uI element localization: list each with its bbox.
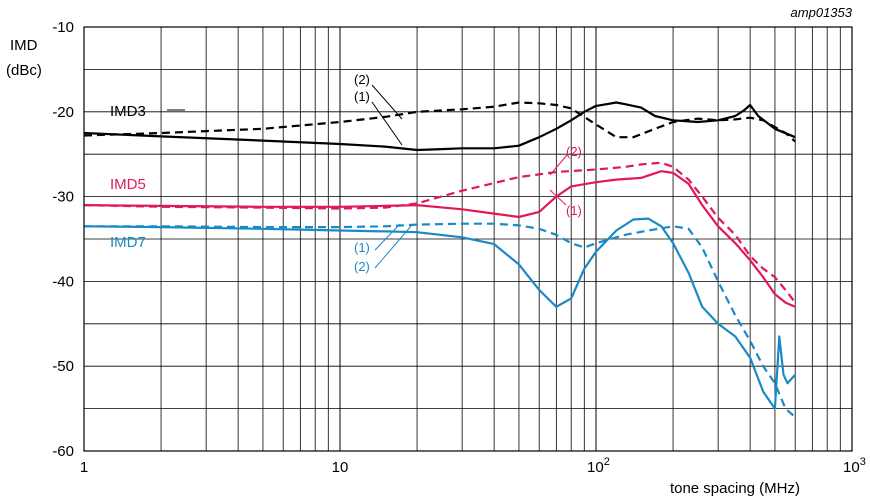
y-axis-label-line1: IMD (10, 37, 38, 54)
series-imd3-2-line (83, 101, 796, 143)
imd5-marker-1: (1) (566, 203, 582, 218)
y-tick-labels: -60 -50 -40 -30 -20 -10 (52, 19, 74, 460)
series-label-imd3: IMD3 (110, 103, 146, 120)
series-label-imd7: IMD7 (110, 234, 146, 251)
imd3-leader-1 (371, 101, 403, 146)
x-tick-label: 10 (332, 459, 349, 476)
imd7-marker-2: (2) (354, 259, 370, 274)
y-tick-label: -40 (52, 273, 74, 290)
y-tick-label: -30 (52, 189, 74, 206)
imd5-leader-2 (549, 154, 568, 176)
imd7-leader-2 (374, 224, 413, 269)
series-imd7-2-line (84, 222, 796, 418)
imd7-marker-1: (1) (354, 240, 370, 255)
series-label-imd5: IMD5 (110, 176, 146, 193)
imd3-marker-2: (2) (354, 72, 370, 87)
y-tick-label: -50 (52, 358, 74, 375)
x-tick-label: 1 (80, 459, 88, 476)
imd5-marker-2: (2) (566, 144, 582, 159)
imd3-leader-2 (371, 84, 403, 120)
curves (83, 101, 797, 418)
y-tick-label: -10 (52, 19, 74, 36)
y-tick-label: -20 (52, 104, 74, 121)
series-imd7-1-line (83, 217, 797, 410)
imd5-leader-1 (549, 189, 567, 206)
y-axis-label-line2: (dBc) (6, 62, 42, 79)
x-tick-label: 102 (587, 456, 610, 476)
figure-code: amp01353 (791, 5, 853, 20)
x-tick-labels: 1 10 102 103 (80, 456, 866, 476)
imd7-leader-1 (374, 223, 401, 251)
y-tick-label: -60 (52, 443, 74, 460)
imd3-marker-1: (1) (354, 89, 370, 104)
x-axis-label: tone spacing (MHz) (670, 480, 800, 497)
series-imd5-2-line (83, 161, 797, 304)
x-tick-label: 103 (843, 456, 866, 476)
series-imd3-1-line (83, 101, 796, 152)
annotations: (2) (1) (2) (1) (1) (2) (167, 72, 582, 274)
series-imd5-1-line (83, 170, 796, 308)
plot-frame (83, 26, 853, 452)
